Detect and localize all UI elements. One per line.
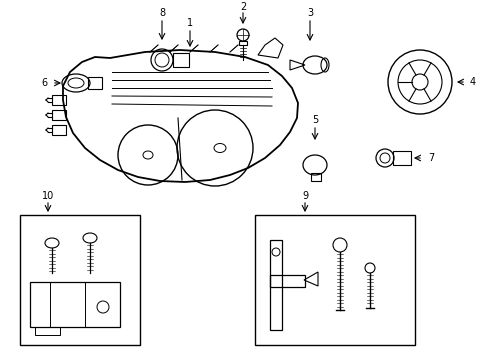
Text: 6: 6	[41, 78, 47, 88]
Bar	[254, 215, 414, 345]
Bar	[239, 41, 246, 45]
Text: 2: 2	[240, 2, 245, 12]
Bar	[52, 110, 66, 120]
Text: 9: 9	[301, 191, 307, 201]
Bar	[35, 327, 60, 335]
Text: 3: 3	[306, 8, 312, 18]
Bar	[310, 173, 320, 181]
Text: 4: 4	[469, 77, 475, 87]
Bar	[52, 125, 66, 135]
Bar	[392, 151, 410, 165]
Text: 8: 8	[159, 8, 165, 18]
Bar	[88, 77, 102, 89]
Text: 5: 5	[311, 115, 318, 125]
Bar	[269, 240, 282, 330]
Text: 10: 10	[42, 191, 54, 201]
Bar	[269, 275, 305, 287]
Bar	[20, 215, 140, 345]
Text: 1: 1	[186, 18, 193, 28]
Text: 7: 7	[427, 153, 433, 163]
Bar	[173, 53, 189, 67]
Bar	[52, 95, 66, 105]
Bar	[30, 282, 120, 327]
